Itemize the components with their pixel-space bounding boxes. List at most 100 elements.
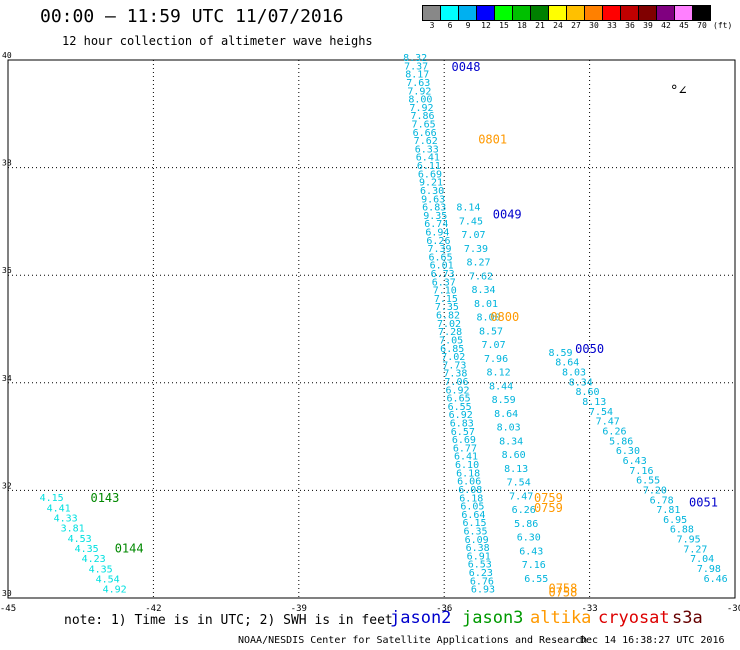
swh-value: 6.09 — [465, 535, 489, 546]
swh-value: 7.02 — [441, 352, 465, 363]
track-jason2-0049: 8.14 7.45 7.07 7.39 8.27 7.62 8.34 8.01 8.00 8.57… — [456, 203, 548, 585]
colorbar-labels: 3 6 9 12 15 18 21 24 27 30 33 36 39 42 45 70 (ft) — [423, 21, 733, 33]
swh-value: 6.65 — [429, 252, 453, 263]
swh-value: 7.39 — [464, 244, 488, 255]
y-tick-label: 36 — [2, 266, 12, 275]
swh-value: 4.33 — [54, 513, 78, 524]
swh-value: 8.12 — [487, 368, 511, 379]
swh-value: 6.30 — [616, 446, 640, 457]
island-symbol: °∠ — [670, 83, 687, 99]
label-0758b: 0758 — [548, 585, 577, 599]
colorbar-label: 18 — [517, 21, 527, 30]
map-frame — [7, 59, 736, 599]
swh-value: 7.35 — [435, 302, 459, 313]
swh-value: 6.26 — [426, 236, 450, 247]
swh-value: 7.47 — [596, 417, 620, 428]
swh-value: 6.06 — [457, 477, 481, 488]
swh-value: 7.10 — [433, 286, 457, 297]
label-0048: 0048 — [452, 60, 481, 74]
swh-value: 8.44 — [489, 381, 513, 392]
swh-value: 6.74 — [424, 219, 448, 230]
label-0758a: 0758 — [548, 582, 577, 596]
colorbar-label: 70 — [697, 21, 707, 30]
swh-value: 7.06 — [444, 377, 468, 388]
x-tick-label: -42 — [145, 604, 161, 614]
colorbar-label: 36 — [625, 21, 635, 30]
swh-value: 8.00 — [476, 313, 500, 324]
y-tick-label: 32 — [2, 481, 12, 490]
swh-value: 6.10 — [455, 460, 479, 471]
swh-value: 8.01 — [474, 299, 498, 310]
swh-value: 7.38 — [443, 369, 467, 380]
colorbar-label: 9 — [465, 21, 471, 30]
swh-value: 7.16 — [629, 466, 653, 477]
swh-value: 8.03 — [562, 368, 586, 379]
swh-value: 8.59 — [492, 395, 516, 406]
swh-value: 6.01 — [430, 261, 454, 272]
swh-value: 6.43 — [519, 546, 543, 557]
swh-value: 6.55 — [448, 402, 472, 413]
swh-value: 6.85 — [440, 344, 464, 355]
swh-value: 6.55 — [636, 476, 660, 487]
swh-value: 6.11 — [417, 161, 441, 172]
swh-value: 6.83 — [450, 419, 474, 430]
swh-value: 7.81 — [656, 505, 680, 516]
swh-value: 6.66 — [413, 128, 437, 139]
swh-value: 7.28 — [438, 327, 462, 338]
swh-value: 6.55 — [524, 574, 548, 585]
track-jason2-0050: 8.598.648.038.348.608.137.547.476.265.86… — [548, 348, 727, 585]
swh-value: 7.63 — [406, 78, 430, 89]
y-tick-label: 40 — [2, 51, 12, 60]
swh-value: 6.26 — [602, 426, 626, 437]
track-jason2-0048: 8.327.378.177.637.928.007.927.867.656.66… — [403, 53, 495, 596]
swh-value: 8.64 — [494, 409, 518, 420]
credit-date: Dec 14 16:38:27 UTC 2016 — [580, 635, 725, 646]
label-0144: 0144 — [115, 541, 144, 555]
swh-value: 6.37 — [432, 277, 456, 288]
colorbar-unit: (ft) — [713, 21, 733, 30]
swh-value: 5.86 — [514, 519, 538, 530]
swh-value: 4.15 — [40, 493, 64, 504]
swh-value: 6.33 — [415, 144, 439, 155]
swh-value: 8.13 — [582, 397, 606, 408]
swh-value: 8.59 — [548, 348, 572, 359]
swh-value: 4.54 — [96, 574, 120, 585]
swh-value: 7.73 — [442, 360, 466, 371]
swh-value: 6.35 — [464, 526, 488, 537]
swh-value: 4.41 — [47, 503, 71, 514]
colorbar-label: 12 — [481, 21, 491, 30]
track-jason3-0143: 4.154.414.333.814.534.354.234.354.544.92 — [40, 493, 127, 595]
swh-value: 7.47 — [509, 491, 533, 502]
footer-note: note: 1) Time is in UTC; 2) SWH is in fe… — [64, 613, 393, 628]
legend-cryosat: cryosat — [598, 608, 670, 628]
swh-value: 8.32 — [403, 53, 427, 64]
y-tick-label: 30 — [2, 589, 12, 598]
swh-value: 6.18 — [459, 493, 483, 504]
swh-value: 7.92 — [409, 103, 433, 114]
legend-jason2: jason2 — [390, 608, 452, 628]
colorbar-label: 24 — [553, 21, 563, 30]
swh-value: 6.69 — [452, 435, 476, 446]
swh-value: 6.88 — [670, 525, 694, 536]
swh-value: 6.08 — [458, 485, 482, 496]
label-0801: 0801 — [478, 132, 507, 146]
swh-value: 6.38 — [466, 543, 490, 554]
swh-value: 7.62 — [469, 271, 493, 282]
swh-value: 6.82 — [436, 311, 460, 322]
swh-value: 8.57 — [479, 326, 503, 337]
colorbar — [422, 5, 711, 21]
swh-value: 8.27 — [466, 258, 490, 269]
swh-value: 6.46 — [704, 574, 728, 585]
swh-value: 8.34 — [471, 285, 495, 296]
swh-value: 7.54 — [507, 478, 531, 489]
colorbar-label: 45 — [679, 21, 689, 30]
swh-value: 9.35 — [423, 211, 447, 222]
label-0049: 0049 — [493, 208, 522, 222]
colorbar-label: 42 — [661, 21, 671, 30]
credit-text: NOAA/NESDIS Center for Satellite Applica… — [238, 635, 588, 646]
swh-value: 4.23 — [82, 554, 106, 565]
y-tick-label: 34 — [2, 374, 12, 383]
swh-value: 6.64 — [461, 510, 485, 521]
swh-value: 6.41 — [454, 452, 478, 463]
